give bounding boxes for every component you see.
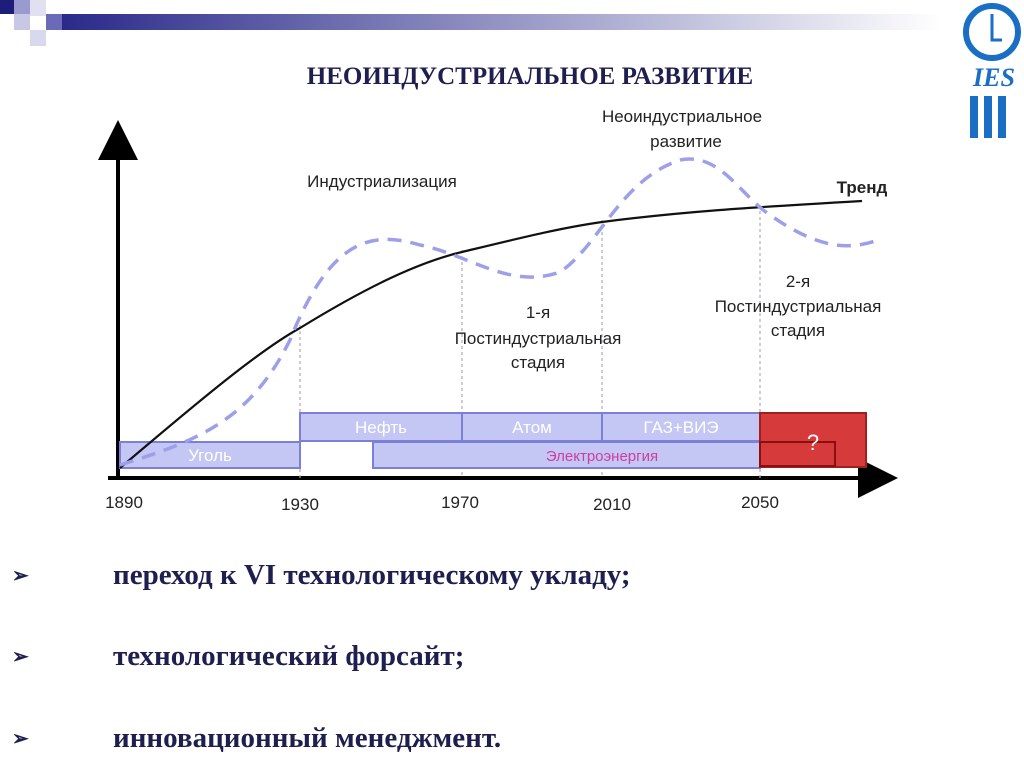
stage-label: 1-я bbox=[526, 303, 550, 322]
neo-label: Неоиндустриальное bbox=[602, 107, 762, 126]
trend-curve bbox=[119, 199, 863, 469]
cycle-curve bbox=[119, 157, 879, 467]
slide-title: НЕОИНДУСТРИАЛЬНОЕ РАЗВИТИЕ bbox=[307, 63, 753, 90]
neo-label: развитие bbox=[650, 132, 722, 151]
bullet-marker: ➢ bbox=[12, 728, 29, 750]
axis-label: 1970 bbox=[441, 493, 479, 512]
bar-label: ГАЗ+ВИЭ bbox=[643, 418, 718, 437]
stage-label: 2-я bbox=[786, 272, 810, 291]
bars: Уголь Нефть Атом ГАЗ+ВИЭ Электроэнергия … bbox=[119, 412, 867, 469]
bar-label: Нефть bbox=[355, 418, 407, 437]
bar-label: Атом bbox=[512, 418, 552, 437]
bar-label: Уголь bbox=[188, 446, 232, 465]
axis-label: 2050 bbox=[741, 493, 779, 512]
stage-label: стадия bbox=[771, 321, 825, 340]
bullet-marker: ➢ bbox=[12, 646, 29, 668]
bar-label: Электроэнергия bbox=[546, 448, 658, 465]
header-decor bbox=[0, 0, 942, 46]
stage-label: Постиндустриальная bbox=[715, 297, 882, 316]
industrialization-label: Индустриализация bbox=[307, 172, 457, 191]
axis-label: 1930 bbox=[281, 495, 319, 514]
stage-label: стадия bbox=[511, 353, 565, 372]
bullet-text: технологический форсайт; bbox=[113, 640, 464, 672]
trend-label: Тренд bbox=[837, 178, 888, 197]
axis-label: 1890 bbox=[105, 493, 143, 512]
bullet-text: переход к VI технологическому укладу; bbox=[113, 559, 631, 591]
axis-label: 2010 bbox=[593, 495, 631, 514]
logo-text: IES bbox=[972, 63, 1015, 92]
bullet-marker: ➢ bbox=[12, 565, 29, 587]
logo: IES bbox=[963, 3, 1021, 138]
bar-label: ? bbox=[807, 430, 819, 455]
bullet-text: инновационный менеджмент. bbox=[113, 722, 501, 754]
stage-label: Постиндустриальная bbox=[455, 329, 622, 348]
